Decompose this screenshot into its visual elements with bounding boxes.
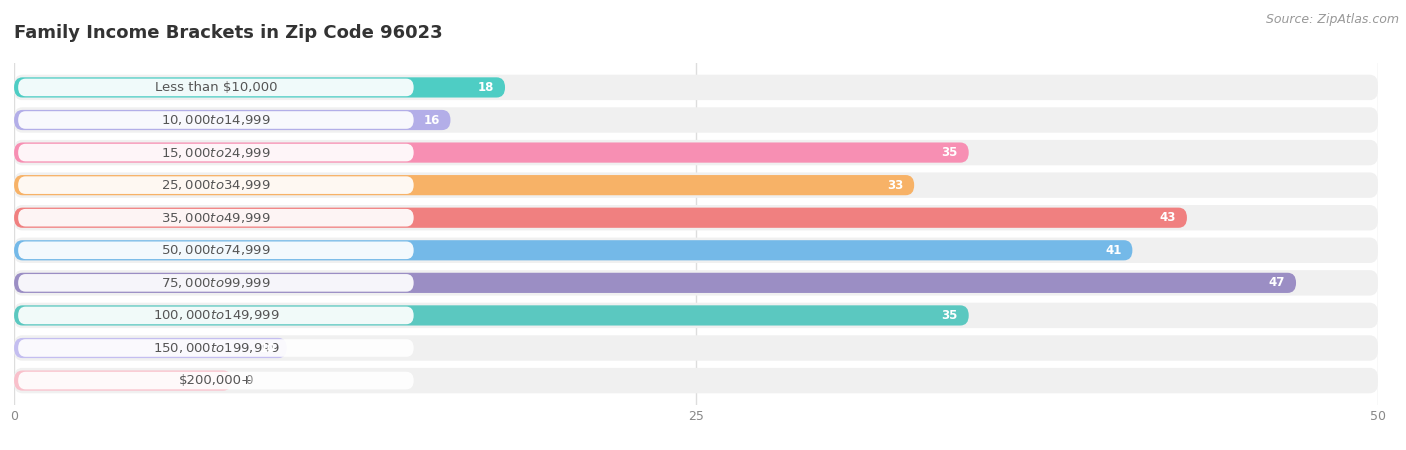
FancyBboxPatch shape — [14, 75, 1378, 100]
FancyBboxPatch shape — [14, 110, 450, 130]
FancyBboxPatch shape — [14, 205, 1378, 230]
FancyBboxPatch shape — [18, 339, 413, 357]
Text: $200,000+: $200,000+ — [179, 374, 253, 387]
FancyBboxPatch shape — [18, 209, 413, 226]
Text: Source: ZipAtlas.com: Source: ZipAtlas.com — [1265, 14, 1399, 27]
Text: 16: 16 — [423, 113, 440, 126]
Text: $10,000 to $14,999: $10,000 to $14,999 — [162, 113, 271, 127]
FancyBboxPatch shape — [14, 140, 1378, 165]
Text: $25,000 to $34,999: $25,000 to $34,999 — [162, 178, 271, 192]
Text: 35: 35 — [942, 146, 957, 159]
Text: 41: 41 — [1105, 244, 1122, 257]
FancyBboxPatch shape — [18, 372, 413, 389]
FancyBboxPatch shape — [14, 143, 969, 162]
Text: $15,000 to $24,999: $15,000 to $24,999 — [162, 145, 271, 160]
FancyBboxPatch shape — [14, 306, 969, 325]
Text: $100,000 to $149,999: $100,000 to $149,999 — [153, 308, 280, 323]
FancyBboxPatch shape — [18, 111, 413, 129]
FancyBboxPatch shape — [14, 270, 1378, 296]
Text: $150,000 to $199,999: $150,000 to $199,999 — [153, 341, 280, 355]
Text: Less than $10,000: Less than $10,000 — [155, 81, 277, 94]
Text: 33: 33 — [887, 179, 903, 192]
FancyBboxPatch shape — [18, 176, 413, 194]
Text: 43: 43 — [1160, 211, 1175, 224]
FancyBboxPatch shape — [14, 77, 505, 98]
FancyBboxPatch shape — [14, 338, 287, 358]
FancyBboxPatch shape — [14, 303, 1378, 328]
FancyBboxPatch shape — [14, 273, 1296, 293]
FancyBboxPatch shape — [14, 175, 914, 195]
FancyBboxPatch shape — [14, 107, 1378, 133]
Text: 47: 47 — [1268, 276, 1285, 289]
FancyBboxPatch shape — [14, 370, 232, 391]
Text: $75,000 to $99,999: $75,000 to $99,999 — [162, 276, 271, 290]
Text: 0: 0 — [245, 374, 253, 387]
FancyBboxPatch shape — [14, 172, 1378, 198]
FancyBboxPatch shape — [18, 274, 413, 292]
FancyBboxPatch shape — [14, 240, 1132, 261]
Text: $35,000 to $49,999: $35,000 to $49,999 — [162, 211, 271, 225]
Text: $50,000 to $74,999: $50,000 to $74,999 — [162, 243, 271, 257]
FancyBboxPatch shape — [14, 238, 1378, 263]
Text: 35: 35 — [942, 309, 957, 322]
Text: Family Income Brackets in Zip Code 96023: Family Income Brackets in Zip Code 96023 — [14, 24, 443, 42]
Text: 18: 18 — [478, 81, 494, 94]
FancyBboxPatch shape — [14, 207, 1187, 228]
FancyBboxPatch shape — [18, 79, 413, 96]
FancyBboxPatch shape — [14, 368, 1378, 393]
FancyBboxPatch shape — [18, 306, 413, 324]
FancyBboxPatch shape — [14, 335, 1378, 361]
Text: 10: 10 — [260, 342, 276, 355]
FancyBboxPatch shape — [18, 144, 413, 162]
FancyBboxPatch shape — [18, 242, 413, 259]
